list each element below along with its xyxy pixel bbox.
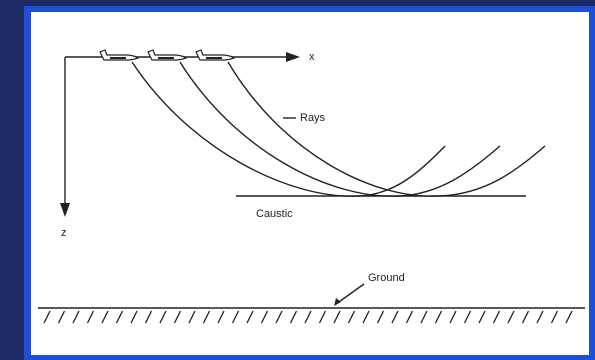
rays-label: Rays [300,112,326,124]
z-axis-label: z [61,227,67,239]
slide: x z Rays Caustic Ground [0,0,595,360]
ground-label: Ground [368,272,405,284]
caustic-label: Caustic [256,208,293,220]
x-axis-label: x [309,51,315,63]
page: x z Rays Caustic Ground (() => { const [0,0,595,360]
diagram-area [31,12,589,355]
